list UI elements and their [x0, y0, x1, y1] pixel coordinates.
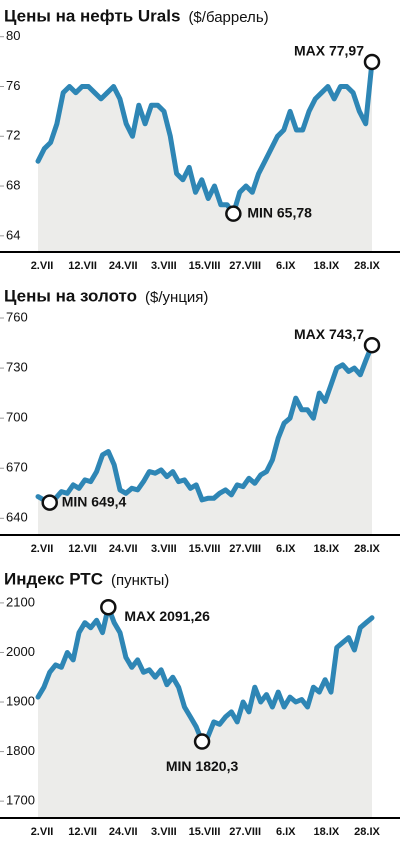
- x-tick-label: 18.IX: [314, 260, 340, 272]
- annotation: MAX 743,7: [294, 326, 364, 342]
- area: [38, 607, 372, 818]
- chart-subtitle: ($/унция): [145, 289, 208, 306]
- x-tick-label: 27.VIII: [229, 543, 261, 555]
- x-tick-label: 2.VII: [31, 543, 54, 555]
- annotation: MAX 77,97: [294, 43, 364, 59]
- extreme-marker: [193, 733, 211, 750]
- x-tick-label: 18.IX: [314, 543, 340, 555]
- x-tick-label: 24.VII: [109, 260, 138, 272]
- y-tick-label: 76: [6, 78, 20, 93]
- extreme-marker: [100, 598, 117, 616]
- y-tick-label: 670: [6, 460, 28, 475]
- x-tick-label: 2.VII: [31, 260, 54, 272]
- line: [35, 342, 375, 506]
- annotation: MIN 649,4: [62, 493, 127, 509]
- y-tick-label: 68: [6, 177, 20, 192]
- extreme-marker: [225, 205, 242, 222]
- y-tick-label: 2100: [6, 594, 35, 609]
- chart-subtitle: (пункты): [111, 572, 169, 589]
- x-tick-label: 6.IX: [276, 543, 296, 555]
- y-tick-label: 2000: [6, 644, 35, 659]
- line: [35, 59, 375, 217]
- x-tick-label: 15.VIII: [189, 543, 221, 555]
- x-tick-label: 18.IX: [314, 826, 340, 838]
- annotation: MIN 1820,3: [166, 758, 239, 774]
- y-tick-label: 1700: [6, 793, 35, 808]
- x-tick-label: 27.VIII: [229, 826, 261, 838]
- y-tick-label: 700: [6, 410, 28, 425]
- annotation: MAX 2091,26: [124, 608, 210, 624]
- x-tick-label: 2.VII: [31, 826, 54, 838]
- y-tick-label: 1800: [6, 743, 35, 758]
- y-tick-label: 80: [6, 28, 20, 43]
- y-tick-label: 730: [6, 360, 28, 375]
- x-tick-label: 15.VIII: [189, 260, 221, 272]
- x-tick-label: 28.IX: [354, 826, 380, 838]
- chart-title: Цены на золото: [4, 286, 137, 305]
- extreme-marker: [363, 336, 381, 354]
- x-tick-label: 3.VIII: [151, 260, 177, 272]
- x-tick-label: 24.VII: [109, 826, 138, 838]
- x-tick-label: 6.IX: [276, 826, 296, 838]
- y-tick-label: 760: [6, 309, 28, 324]
- x-tick-label: 24.VII: [109, 543, 138, 555]
- x-tick-label: 28.IX: [354, 543, 380, 555]
- x-tick-label: 15.VIII: [189, 826, 221, 838]
- x-tick-label: 12.VII: [68, 826, 97, 838]
- x-tick-label: 27.VIII: [229, 260, 261, 272]
- x-tick-label: 12.VII: [68, 260, 97, 272]
- x-tick-label: 28.IX: [354, 260, 380, 272]
- extreme-marker: [41, 494, 58, 511]
- x-tick-label: 3.VIII: [151, 826, 177, 838]
- x-tick-label: 3.VIII: [151, 543, 177, 555]
- y-tick-label: 72: [6, 128, 20, 143]
- area: [38, 345, 372, 535]
- chart-title: Индекс РТС: [4, 569, 103, 588]
- x-tick-label: 6.IX: [276, 260, 296, 272]
- extreme-marker: [363, 53, 381, 71]
- chart-title: Цены на нефть Urals: [4, 6, 180, 25]
- y-tick-label: 1900: [6, 693, 35, 708]
- chart-subtitle: ($/баррель): [188, 9, 268, 26]
- y-tick-label: 64: [6, 227, 20, 242]
- x-tick-label: 12.VII: [68, 543, 97, 555]
- y-tick-label: 640: [6, 510, 28, 525]
- annotation: MIN 65,78: [247, 204, 312, 220]
